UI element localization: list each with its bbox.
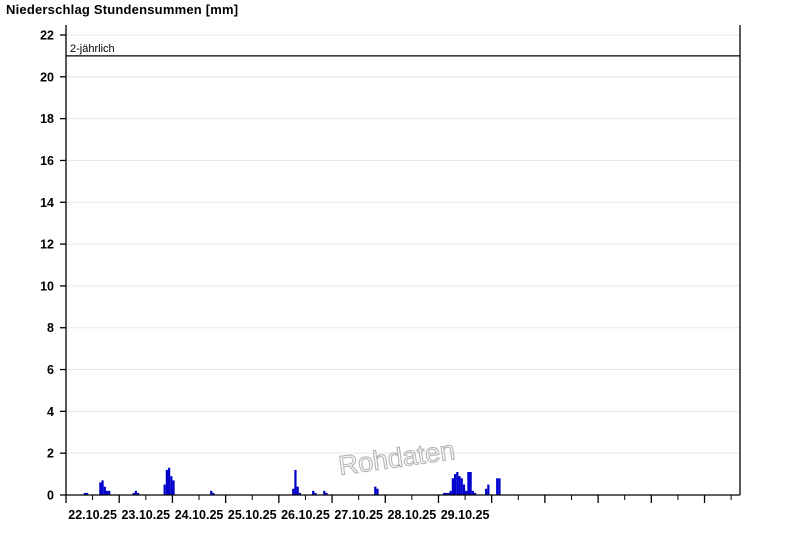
bar — [487, 484, 490, 495]
bar — [376, 488, 379, 495]
bar — [294, 469, 297, 495]
x-tick-label: 28.10.25 — [388, 508, 437, 522]
bar — [167, 467, 171, 495]
x-tick-label: 22.10.25 — [68, 508, 117, 522]
bar — [85, 492, 89, 495]
bar — [101, 480, 104, 495]
bar — [445, 492, 448, 495]
chart-title: Niederschlag Stundensummen [mm] — [6, 2, 239, 17]
y-tick-label: 12 — [40, 238, 54, 252]
y-tick-label: 4 — [47, 405, 54, 419]
bar — [456, 472, 459, 495]
bar — [498, 478, 501, 495]
bar — [165, 469, 168, 495]
bar — [449, 490, 452, 495]
y-tick-label: 20 — [40, 70, 54, 84]
bar — [447, 492, 450, 495]
bar — [83, 492, 86, 495]
bar — [473, 492, 477, 495]
bar — [325, 492, 328, 495]
bar — [212, 492, 215, 495]
threshold-label: 2-jährlich — [70, 43, 115, 55]
x-tick-label: 27.10.25 — [334, 508, 383, 522]
bar — [163, 484, 166, 495]
bar — [170, 476, 173, 495]
y-tick-label: 0 — [47, 489, 54, 503]
y-tick-label: 18 — [40, 112, 54, 126]
x-tick-label: 25.10.25 — [228, 508, 277, 522]
bar — [469, 472, 472, 495]
bar — [465, 490, 468, 495]
bar-series — [83, 467, 501, 495]
y-tick-label: 10 — [40, 279, 54, 293]
bar — [496, 478, 499, 495]
bar — [296, 486, 299, 495]
bar — [108, 490, 111, 495]
bar — [132, 492, 135, 495]
bar — [467, 472, 470, 495]
bar — [136, 492, 140, 495]
threshold-line-group: 2-jährlich — [66, 43, 740, 57]
x-tick-label: 23.10.25 — [121, 508, 170, 522]
bar — [485, 488, 488, 495]
x-tick-label: 29.10.25 — [441, 508, 490, 522]
bar — [134, 490, 137, 495]
bar — [292, 488, 295, 495]
bar — [471, 490, 474, 495]
y-axis-ticks: 0 2 4 6 8 10 12 14 16 18 20 22 — [40, 29, 66, 503]
bar — [210, 490, 213, 495]
axes — [65, 25, 741, 496]
bar — [458, 476, 461, 495]
bar — [374, 486, 377, 495]
x-tick-label: 24.10.25 — [175, 508, 224, 522]
bar — [298, 492, 302, 495]
bar — [462, 484, 466, 495]
bar — [460, 478, 463, 495]
y-tick-label: 8 — [47, 321, 54, 335]
watermark-label: Rohdaten — [337, 435, 457, 481]
y-tick-label: 6 — [47, 363, 54, 377]
y-tick-label: 2 — [47, 447, 54, 461]
bar — [323, 490, 326, 495]
watermark: Rohdaten — [336, 435, 457, 482]
x-tick-label: 26.10.25 — [281, 508, 330, 522]
bar — [451, 478, 454, 495]
bar — [105, 490, 109, 495]
bar — [314, 492, 317, 495]
bar — [103, 486, 106, 495]
x-axis-ticks: 22.10.25 23.10.25 24.10.25 25.10.25 26.10.25… — [65, 495, 732, 522]
grid-lines — [66, 34, 740, 496]
bar — [172, 480, 175, 495]
y-tick-label: 14 — [40, 196, 54, 210]
y-tick-label: 16 — [40, 154, 54, 168]
bar — [99, 482, 102, 495]
bar — [312, 490, 315, 495]
y-tick-label: 22 — [40, 29, 54, 43]
bar — [453, 474, 457, 495]
bar — [442, 492, 446, 495]
